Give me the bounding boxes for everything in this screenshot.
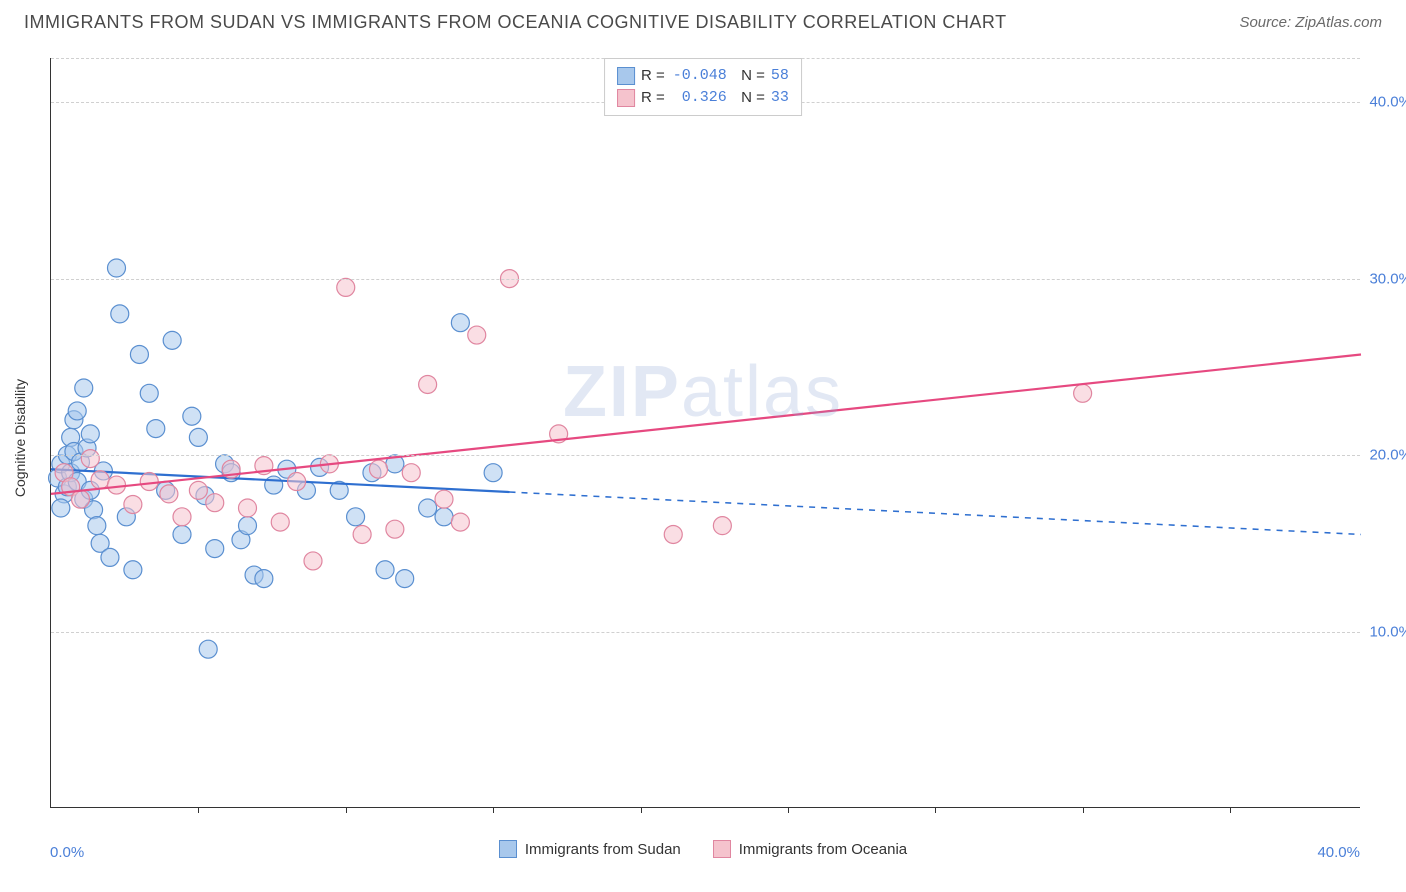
legend-swatch: [617, 67, 635, 85]
scatter-point: [419, 375, 437, 393]
legend-n-label: N =: [733, 65, 765, 87]
scatter-point: [255, 570, 273, 588]
stats-legend-box: R = -0.048 N = 58R = 0.326 N = 33: [604, 58, 802, 116]
scatter-point: [376, 561, 394, 579]
scatter-point: [108, 259, 126, 277]
scatter-point: [81, 450, 99, 468]
stats-legend-row: R = 0.326 N = 33: [617, 87, 789, 109]
bottom-legend-item: Immigrants from Sudan: [499, 840, 681, 858]
chart-source: Source: ZipAtlas.com: [1239, 14, 1382, 31]
stats-legend-row: R = -0.048 N = 58: [617, 65, 789, 87]
scatter-point: [206, 494, 224, 512]
scatter-point: [52, 499, 70, 517]
scatter-point: [451, 513, 469, 531]
legend-r-value: 0.326: [671, 87, 727, 109]
y-tick-label: 20.0%: [1369, 447, 1406, 464]
scatter-point: [189, 481, 207, 499]
scatter-point: [353, 525, 371, 543]
scatter-point: [402, 464, 420, 482]
scatter-point: [111, 305, 129, 323]
gridline: [51, 279, 1360, 280]
scatter-point: [713, 517, 731, 535]
scatter-point: [147, 420, 165, 438]
scatter-point: [71, 490, 89, 508]
scatter-point: [108, 476, 126, 494]
scatter-point: [124, 495, 142, 513]
scatter-point: [468, 326, 486, 344]
trend-line-dashed: [510, 492, 1362, 534]
chart-title: IMMIGRANTS FROM SUDAN VS IMMIGRANTS FROM…: [24, 12, 1007, 33]
scatter-point: [91, 471, 109, 489]
bottom-legend-label: Immigrants from Sudan: [525, 841, 681, 858]
scatter-point: [386, 520, 404, 538]
bottom-legend: Immigrants from Sudan Immigrants from Oce…: [0, 840, 1406, 862]
scatter-point: [140, 384, 158, 402]
bottom-legend-label: Immigrants from Oceania: [739, 841, 907, 858]
x-tick: [788, 807, 789, 813]
scatter-point: [75, 379, 93, 397]
trend-line-solid: [51, 354, 1361, 493]
scatter-point: [435, 508, 453, 526]
scatter-point: [124, 561, 142, 579]
scatter-point: [304, 552, 322, 570]
legend-n-value: 58: [771, 65, 789, 87]
scatter-point: [206, 540, 224, 558]
scatter-point: [1074, 384, 1092, 402]
y-tick-label: 10.0%: [1369, 623, 1406, 640]
scatter-point: [163, 331, 181, 349]
scatter-point: [239, 499, 257, 517]
x-tick: [346, 807, 347, 813]
chart-plot-area: 10.0%20.0%30.0%40.0%: [50, 58, 1360, 808]
scatter-point: [265, 476, 283, 494]
legend-swatch: [713, 840, 731, 858]
scatter-point: [130, 345, 148, 363]
legend-r-label: R =: [641, 65, 665, 87]
scatter-point: [81, 425, 99, 443]
legend-r-label: R =: [641, 87, 665, 109]
scatter-point: [173, 525, 191, 543]
plot-svg: [51, 58, 1360, 807]
x-tick: [935, 807, 936, 813]
scatter-point: [451, 314, 469, 332]
bottom-legend-item: Immigrants from Oceania: [713, 840, 907, 858]
gridline: [51, 632, 1360, 633]
scatter-point: [88, 517, 106, 535]
x-tick: [1230, 807, 1231, 813]
legend-swatch: [499, 840, 517, 858]
scatter-point: [396, 570, 414, 588]
scatter-point: [370, 460, 388, 478]
scatter-point: [199, 640, 217, 658]
scatter-point: [173, 508, 191, 526]
scatter-point: [347, 508, 365, 526]
scatter-point: [101, 548, 119, 566]
scatter-point: [239, 517, 257, 535]
x-tick: [641, 807, 642, 813]
scatter-point: [664, 525, 682, 543]
scatter-point: [419, 499, 437, 517]
scatter-point: [435, 490, 453, 508]
x-tick: [1083, 807, 1084, 813]
scatter-point: [337, 278, 355, 296]
y-tick-label: 40.0%: [1369, 94, 1406, 111]
scatter-point: [189, 428, 207, 446]
scatter-point: [140, 473, 158, 491]
legend-n-label: N =: [733, 87, 765, 109]
scatter-point: [68, 402, 86, 420]
y-axis-label: Cognitive Disability: [12, 379, 28, 497]
scatter-point: [271, 513, 289, 531]
gridline: [51, 455, 1360, 456]
scatter-point: [183, 407, 201, 425]
legend-r-value: -0.048: [671, 65, 727, 87]
legend-swatch: [617, 89, 635, 107]
scatter-point: [288, 473, 306, 491]
legend-n-value: 33: [771, 87, 789, 109]
scatter-point: [160, 485, 178, 503]
y-tick-label: 30.0%: [1369, 270, 1406, 287]
scatter-point: [484, 464, 502, 482]
x-tick: [493, 807, 494, 813]
x-tick: [198, 807, 199, 813]
